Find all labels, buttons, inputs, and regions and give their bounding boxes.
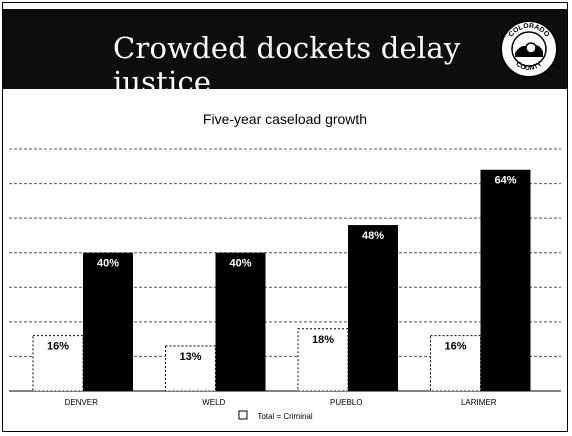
legend-swatch-total xyxy=(238,410,248,420)
bar-criminal xyxy=(480,169,531,391)
data-label-criminal: 40% xyxy=(229,258,251,270)
x-tick-label: LARIMER xyxy=(461,398,497,407)
x-tick-label: DENVER xyxy=(65,398,99,407)
x-tick-label: WELD xyxy=(202,398,225,407)
slide-frame: Crowded dockets delay justice COLORADO C… xyxy=(2,2,568,432)
chart-area: Five-year caseload growth 16% 40% DENVER 13… xyxy=(3,93,567,431)
data-label-total: 13% xyxy=(179,351,201,363)
data-label-criminal: 40% xyxy=(97,258,119,270)
bar-criminal xyxy=(348,225,398,391)
legend-label: Total = Criminal xyxy=(257,412,313,421)
data-label-total: 16% xyxy=(444,341,466,353)
page-title: Crowded dockets delay justice xyxy=(113,31,461,99)
county-seal-icon: COLORADO COUNTY xyxy=(500,20,558,78)
bar-total xyxy=(32,335,84,392)
header-banner: Crowded dockets delay justice COLORADO C… xyxy=(3,9,567,99)
chart-title: Five-year caseload growth xyxy=(202,111,368,127)
data-label-criminal: 64% xyxy=(494,175,516,187)
bar-total xyxy=(297,328,349,392)
seal-bottom-text: COUNTY xyxy=(514,60,544,72)
bar-total xyxy=(430,335,481,392)
bar-criminal xyxy=(83,252,133,391)
bar-criminal xyxy=(215,252,266,391)
data-label-criminal: 48% xyxy=(362,230,384,242)
data-label-total: 16% xyxy=(47,341,69,353)
x-tick-label: PUEBLO xyxy=(330,398,362,407)
bar-chart: 16% 40% DENVER 13% 40% WELD 18% 48% PUEBLO 16% 64%… xyxy=(9,148,561,421)
data-label-total: 18% xyxy=(312,334,334,346)
